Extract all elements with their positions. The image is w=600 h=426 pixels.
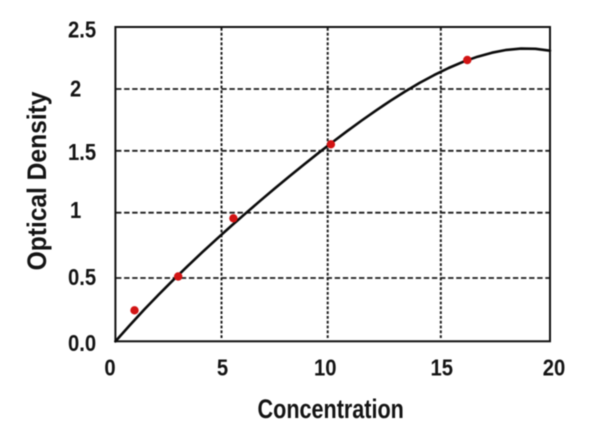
svg-text:2: 2 (70, 75, 81, 102)
svg-text:0.0: 0.0 (68, 330, 96, 357)
svg-text:20: 20 (543, 354, 566, 381)
svg-text:5: 5 (217, 354, 228, 381)
svg-text:15: 15 (430, 354, 453, 381)
svg-text:0.5: 0.5 (68, 264, 96, 291)
svg-text:1: 1 (70, 197, 81, 224)
svg-text:10: 10 (314, 354, 337, 381)
svg-text:Optical Density: Optical Density (23, 91, 52, 270)
svg-text:2.5: 2.5 (68, 16, 96, 43)
svg-text:1.5: 1.5 (68, 139, 96, 166)
svg-text:Concentration: Concentration (258, 395, 404, 425)
svg-text:0: 0 (104, 354, 115, 381)
